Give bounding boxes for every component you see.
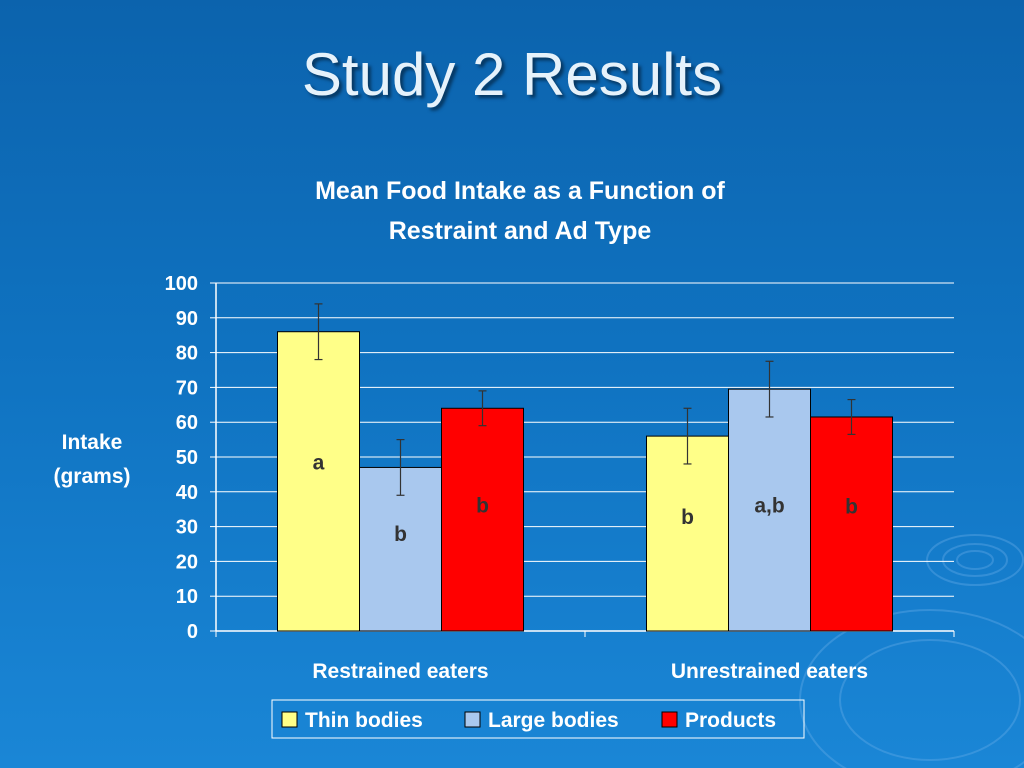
x-category-label: Restrained eaters bbox=[312, 660, 488, 683]
plot-area: 0 10 20 30 40 50 60 70 80 90 100 Restrained eaters a… bbox=[165, 273, 955, 683]
y-tick-label: 0 bbox=[187, 621, 198, 643]
bar bbox=[728, 388, 811, 632]
legend-entry-label: Thin bodies bbox=[305, 709, 423, 732]
legend-entry-label: Products bbox=[685, 709, 776, 732]
y-tick-label: 60 bbox=[176, 412, 198, 434]
legend-swatch bbox=[281, 711, 298, 728]
legend-entry-label: Large bodies bbox=[488, 709, 619, 732]
y-tick-label: 100 bbox=[165, 273, 198, 295]
legend-swatch bbox=[661, 711, 678, 728]
y-tick-label: 80 bbox=[176, 343, 198, 365]
y-tick-label: 40 bbox=[176, 482, 198, 504]
bar bbox=[441, 407, 524, 632]
significance-label: a bbox=[313, 451, 325, 474]
y-tick-label: 90 bbox=[176, 308, 198, 330]
legend-swatch bbox=[464, 711, 481, 728]
legend-box bbox=[271, 699, 805, 739]
y-axis-label-line-2: (grams) bbox=[53, 465, 130, 488]
legend: Thin bodies Large bodies Products bbox=[271, 699, 805, 739]
significance-label: a,b bbox=[754, 495, 784, 518]
y-tick-label: 30 bbox=[176, 517, 198, 539]
significance-label: b bbox=[681, 506, 694, 529]
y-axis-label-line-1: Intake bbox=[62, 431, 123, 454]
bar bbox=[277, 331, 360, 632]
y-tick-label: 70 bbox=[176, 377, 198, 399]
bar bbox=[646, 435, 729, 632]
significance-label: b bbox=[394, 523, 407, 546]
y-tick-label: 10 bbox=[176, 586, 198, 608]
y-tick-label: 20 bbox=[176, 551, 198, 573]
chart-title-line-1: Mean Food Intake as a Function of bbox=[315, 177, 725, 205]
bar bbox=[810, 416, 893, 632]
y-tick-label: 50 bbox=[176, 447, 198, 469]
significance-label: b bbox=[476, 495, 489, 518]
slide-title: Study 2 Results bbox=[301, 41, 723, 108]
significance-label: b bbox=[845, 495, 858, 518]
chart-title-line-2: Restraint and Ad Type bbox=[389, 217, 652, 245]
x-category-label: Unrestrained eaters bbox=[671, 660, 868, 683]
